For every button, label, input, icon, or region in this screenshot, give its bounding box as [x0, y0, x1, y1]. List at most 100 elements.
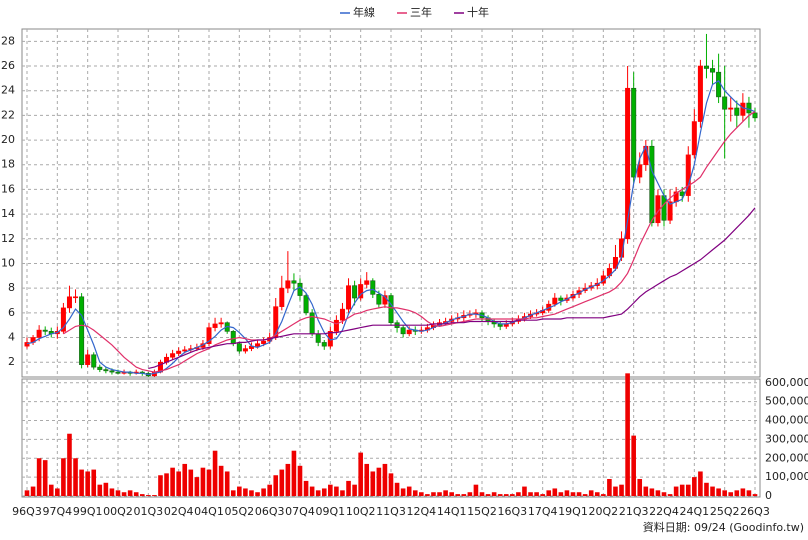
- volume-bar: [722, 490, 727, 496]
- y2-tick-label: 300,000: [765, 432, 808, 445]
- y2-tick-label: 600,000: [765, 376, 808, 389]
- volume-bar: [643, 486, 649, 496]
- volume-bar: [552, 488, 558, 496]
- y2-tick-label: 100,000: [765, 470, 808, 483]
- candle-body: [212, 323, 218, 328]
- y2-tick-label: 0: [765, 489, 772, 502]
- y-tick-label: 14: [1, 207, 15, 220]
- volume-bar: [115, 490, 121, 496]
- candle-body: [728, 107, 734, 110]
- candle-body: [315, 333, 321, 343]
- candle-body: [230, 331, 236, 344]
- candle-body: [60, 307, 66, 332]
- volume-bar: [67, 433, 72, 496]
- candle-body: [667, 201, 673, 221]
- candle-body: [91, 354, 97, 368]
- volume-bar: [315, 490, 321, 496]
- candle-body: [400, 327, 406, 335]
- volume-bar: [558, 492, 564, 496]
- candle-body: [649, 145, 655, 224]
- y-tick-label: 6: [8, 306, 15, 319]
- volume-bar: [406, 486, 412, 496]
- volume-bar: [510, 494, 515, 496]
- volume-bar: [61, 458, 66, 496]
- ma-line: [26, 79, 756, 376]
- volume-bar: [752, 494, 758, 496]
- volume-bar: [716, 488, 721, 496]
- x-tick-label: 17Q4: [528, 505, 558, 518]
- volume-bar: [400, 488, 406, 496]
- volume-bar: [655, 490, 661, 496]
- volume-bar: [164, 473, 169, 496]
- y-tick-label: 4: [8, 331, 15, 344]
- volume-bar: [97, 484, 103, 496]
- candle-body: [24, 342, 30, 347]
- candle-body: [279, 287, 285, 307]
- volume-bar: [601, 494, 606, 496]
- volume-bar: [740, 488, 746, 496]
- candle-body: [170, 353, 176, 358]
- volume-bar: [230, 490, 236, 496]
- x-tick-label: 12Q4: [407, 505, 437, 518]
- volume-bar: [170, 467, 175, 496]
- volume-bar: [570, 492, 576, 496]
- volume-bar: [613, 486, 618, 496]
- x-tick-label: 16Q3: [498, 505, 528, 518]
- volume-bar: [497, 494, 503, 496]
- volume-bar: [249, 490, 254, 496]
- x-tick-label: 14Q1: [437, 505, 467, 518]
- candle-body: [388, 295, 394, 324]
- volume-bar: [419, 492, 424, 496]
- volume-bar: [188, 469, 194, 496]
- y-tick-label: 16: [1, 182, 15, 195]
- volume-bar: [79, 469, 84, 496]
- volume-bar: [109, 488, 115, 496]
- volume-bar: [631, 435, 636, 496]
- candle-body: [552, 297, 558, 305]
- candle-body: [176, 350, 182, 354]
- volume-bar: [461, 494, 467, 496]
- candle-body: [370, 280, 376, 295]
- x-tick-label: 22Q4: [649, 505, 679, 518]
- candle-body: [297, 282, 303, 296]
- volume-bar: [370, 471, 376, 496]
- candle-body: [206, 327, 212, 344]
- y-tick-label: 10: [1, 256, 15, 269]
- x-tick-label: 11Q3: [376, 505, 406, 518]
- volume-bar: [576, 492, 582, 496]
- candle-body: [558, 297, 564, 301]
- volume-bar: [546, 490, 552, 496]
- candle-body: [376, 294, 382, 305]
- legend-label: 三年: [410, 5, 432, 19]
- ma-line: [63, 111, 756, 373]
- x-tick-label: 06Q3: [255, 505, 285, 518]
- candle-body: [722, 96, 728, 110]
- volume-bar: [528, 492, 533, 496]
- volume-bar: [194, 477, 200, 496]
- volume-bar: [273, 475, 279, 496]
- volume-bar: [152, 495, 157, 496]
- volume-bar: [303, 480, 309, 496]
- volume-bar: [534, 492, 539, 496]
- volume-bar: [334, 486, 339, 496]
- candle-body: [691, 121, 697, 156]
- candle-body: [364, 280, 370, 285]
- candle-body: [661, 195, 667, 221]
- volume-bar: [48, 484, 54, 496]
- candle-body: [242, 348, 248, 352]
- candle-body: [703, 65, 709, 69]
- volume-bar: [746, 490, 752, 496]
- candle-body: [346, 285, 352, 310]
- legend-label: 十年: [467, 5, 489, 19]
- y-tick-label: 8: [8, 281, 15, 294]
- volume-bar: [243, 488, 248, 496]
- volume-bar: [328, 484, 333, 496]
- candle-body: [36, 329, 42, 338]
- volume-bar: [182, 463, 188, 496]
- volume-bar: [412, 490, 418, 496]
- candle-body: [103, 369, 109, 372]
- volume-bar: [364, 463, 370, 496]
- candle-body: [321, 342, 327, 347]
- volume-bar: [73, 458, 78, 496]
- y-tick-label: 26: [1, 59, 15, 72]
